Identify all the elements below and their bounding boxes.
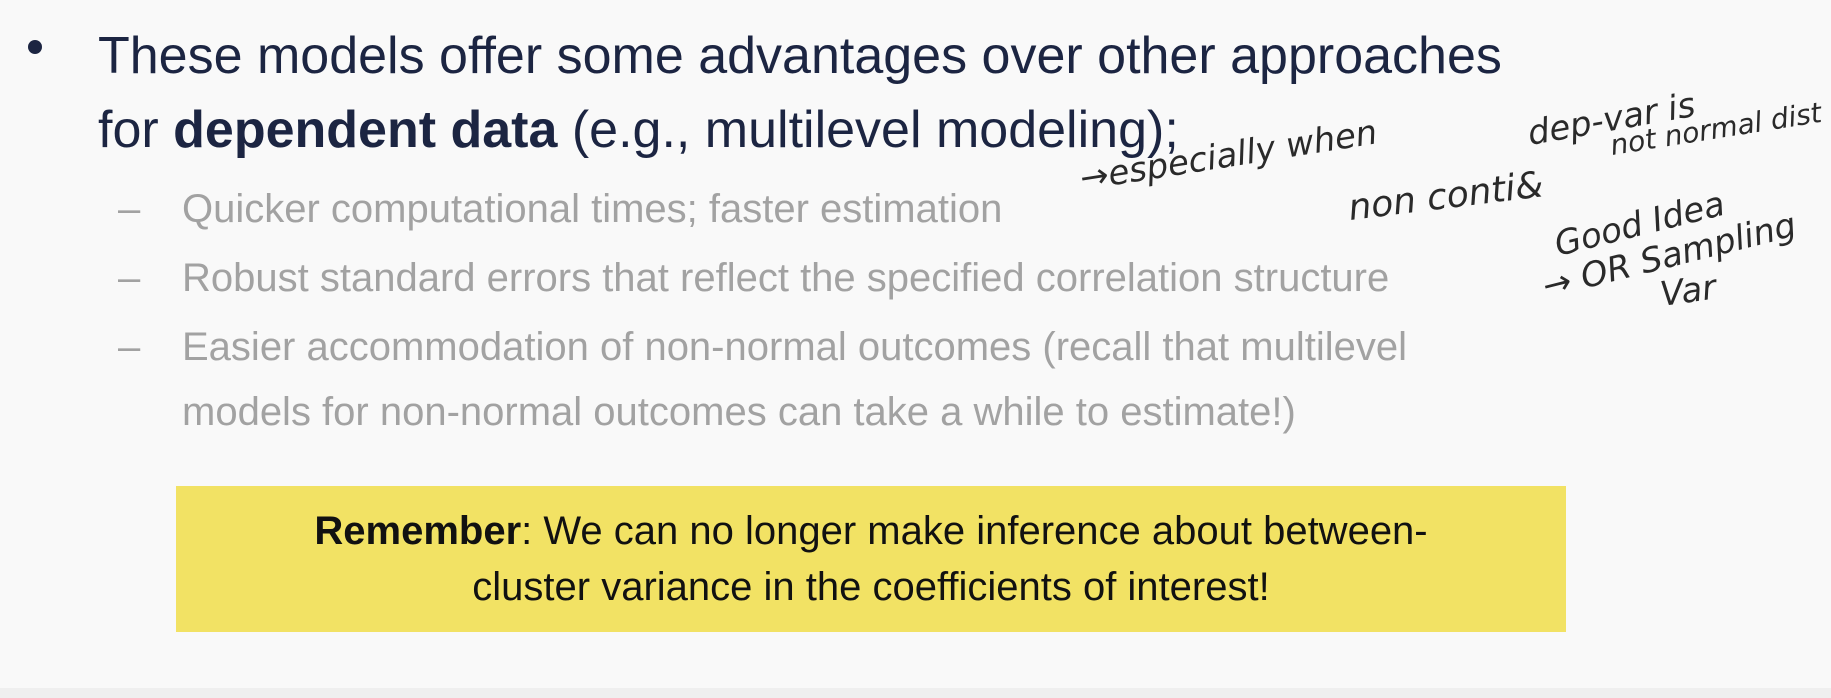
note-var: Var	[1658, 267, 1721, 315]
bullet-text-prefix: for	[98, 101, 174, 159]
bottom-band	[0, 688, 1831, 698]
bullet-text-bold: dependent data	[173, 101, 558, 159]
bullet-text-line2: for dependent data (e.g., multilevel mod…	[98, 100, 1179, 160]
callout-rest: : We can no longer make inference about …	[521, 509, 1428, 553]
note-non-conti: non conti&	[1346, 164, 1545, 229]
sub-bullet-easier: Easier accommodation of non-normal outco…	[182, 325, 1407, 369]
remember-callout: Remember: We can no longer make inferenc…	[176, 486, 1566, 632]
sub-bullet-quicker: Quicker computational times; faster esti…	[182, 187, 1003, 231]
sub-bullet-dash: –	[118, 256, 141, 300]
note-not-normal-dist: not normal dist	[1608, 96, 1825, 162]
note-or-sampling: → OR Sampling	[1539, 205, 1801, 307]
bullet-text-suffix: (e.g., multilevel modeling);	[557, 101, 1179, 159]
sub-bullet-robust: Robust standard errors that reflect the …	[182, 256, 1390, 300]
sub-bullet-dash: –	[118, 325, 141, 369]
note-good-idea: Good Idea	[1551, 184, 1729, 265]
sub-bullet-dash: –	[118, 187, 141, 231]
bullet-icon	[28, 40, 42, 54]
callout-line2: cluster variance in the coefficients of …	[472, 565, 1270, 609]
callout-bold: Remember	[314, 509, 522, 553]
sub-bullet-easier-continued: models for non-normal outcomes can take …	[182, 390, 1296, 434]
note-dep-var: dep-var is	[1525, 85, 1699, 154]
bullet-text-line1: These models offer some advantages over …	[98, 27, 1502, 85]
callout-line1: Remember: We can no longer make inferenc…	[176, 503, 1566, 559]
